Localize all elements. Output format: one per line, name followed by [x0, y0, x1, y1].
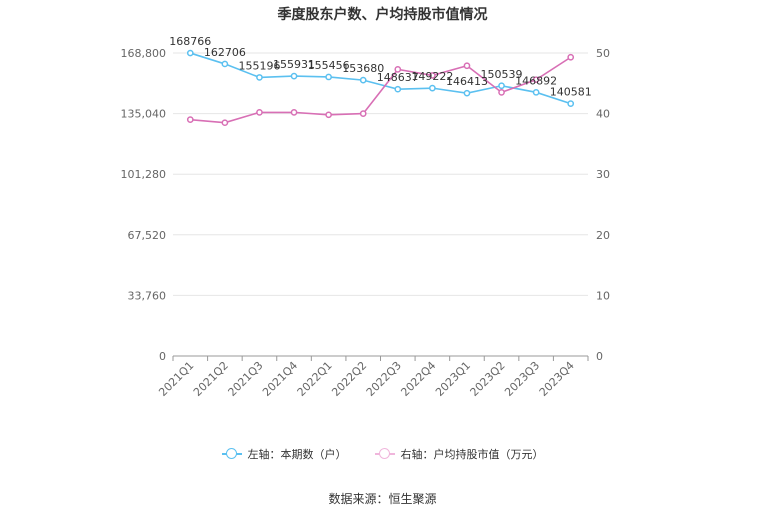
holding-value-data-point [463, 62, 471, 70]
left-axis-tick-label: 67,520 [128, 229, 167, 242]
legend-label-holding-value: 右轴：户均持股市值（万元） [400, 448, 544, 461]
right-axis-tick-label: 30 [596, 168, 610, 181]
holding-value-data-point [394, 66, 402, 73]
x-axis-tick-label: 2022Q4 [398, 359, 438, 399]
x-axis-tick-label: 2023Q2 [468, 359, 508, 399]
holding-value-data-point [429, 72, 436, 79]
households-data-point [359, 76, 367, 84]
households-data-point [394, 85, 402, 93]
households-data-point [567, 100, 575, 108]
households-data-label: 155931 [273, 58, 315, 71]
households-data-label: 140581 [550, 86, 592, 99]
right-axis-tick-label: 50 [596, 47, 610, 60]
households-data-label: 150539 [481, 68, 523, 81]
x-axis-tick-label: 2021Q2 [191, 359, 231, 399]
households-series-line [190, 52, 571, 105]
households-data-point [532, 88, 540, 96]
right-axis-tick-label: 0 [596, 350, 603, 363]
left-axis-tick-label: 135,040 [121, 108, 167, 121]
left-axis-tick-label: 33,760 [128, 289, 167, 302]
households-data-point [429, 84, 436, 92]
x-axis-tick-label: 2021Q1 [156, 359, 196, 399]
chart-legend: 左轴：本期数（户） 右轴：户均持股市值（万元） [0, 446, 765, 462]
households-data-label: 146413 [446, 75, 488, 88]
holding-value-data-point [256, 109, 263, 116]
x-axis-tick-label: 2022Q1 [295, 359, 335, 399]
legend-item-households[interactable]: 左轴：本期数（户） [221, 446, 347, 462]
legend-swatch-blue [221, 448, 242, 460]
x-axis-tick-label: 2022Q2 [329, 359, 369, 399]
holding-value-data-point [186, 116, 194, 124]
left-axis-tick-label: 168,800 [121, 47, 167, 60]
holding-value-data-point [532, 76, 540, 84]
households-data-label: 168766 [169, 35, 211, 48]
holding-value-data-point [359, 110, 367, 117]
households-data-point [290, 72, 298, 80]
households-data-label: 146892 [515, 74, 557, 87]
data-source-note: 数据来源：恒生聚源 [328, 492, 437, 506]
households-data-point [221, 60, 229, 68]
holding-value-data-point [567, 53, 575, 61]
households-data-label: 155456 [308, 59, 350, 72]
households-data-point [325, 73, 332, 81]
x-axis-tick-label: 2021Q4 [260, 359, 300, 399]
households-data-point [463, 89, 471, 97]
x-axis-tick-label: 2023Q1 [433, 359, 473, 399]
households-data-point [186, 49, 194, 57]
x-axis-tick-label: 2023Q3 [502, 359, 542, 399]
x-axis-tick-label: 2022Q3 [364, 359, 404, 399]
households-data-label: 153680 [342, 62, 384, 75]
legend-label-households: 左轴：本期数（户） [247, 448, 347, 461]
dual-axis-line-chart: 0 0 33,760 10 67,520 20 101,280 30 135,040 40 168,… [121, 35, 611, 399]
households-data-label: 148637 [377, 71, 419, 84]
holding-value-data-point [325, 111, 332, 119]
legend-item-holding-value[interactable]: 右轴：户均持股市值（万元） [374, 446, 544, 462]
right-axis-tick-label: 40 [596, 108, 610, 121]
left-axis-tick-label: 0 [159, 350, 166, 363]
x-axis-tick-label: 2023Q4 [537, 359, 577, 399]
holding-value-data-point [290, 109, 298, 116]
left-axis-tick-label: 101,280 [121, 168, 167, 181]
chart-title: 季度股东户数、户均持股市值情况 [277, 7, 488, 23]
households-data-label: 162706 [204, 46, 246, 59]
households-data-label: 155196 [238, 59, 280, 72]
households-data-point [498, 82, 505, 90]
holding-value-data-point [221, 119, 229, 127]
legend-swatch-pink [374, 448, 395, 460]
holding-value-series-line [190, 56, 572, 124]
holding-value-data-point [498, 89, 505, 96]
right-axis-tick-label: 10 [596, 289, 610, 302]
households-data-point [256, 74, 263, 81]
right-axis-tick-label: 20 [596, 229, 610, 242]
households-data-label: 149222 [411, 70, 453, 83]
x-axis-tick-label: 2021Q3 [226, 359, 266, 399]
